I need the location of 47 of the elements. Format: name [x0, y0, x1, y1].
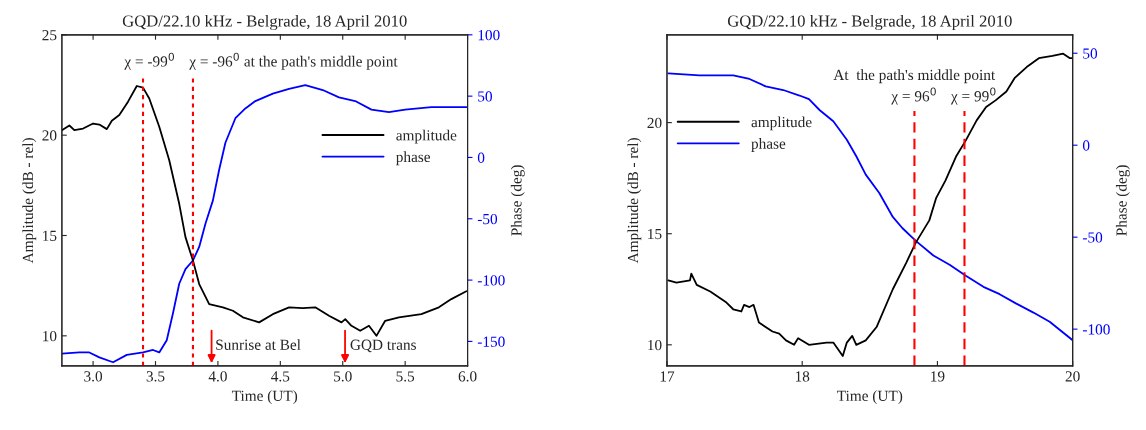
y-tick-label: 15 [648, 228, 662, 240]
x-tick-label: 3.5 [146, 371, 165, 382]
chart-title: GQD/22.10 kHz - Belgrade, 18 April 2010 [727, 14, 1012, 31]
y-tick-label: 20 [42, 130, 57, 141]
x-tick-label: 19 [931, 371, 945, 382]
x-tick-label: 4.0 [208, 371, 227, 382]
chart-title: GQD/22.10 kHz - Belgrade, 18 April 2010 [122, 14, 407, 31]
annotation: At the path's middle point [833, 69, 996, 84]
x-tick-label: 3.0 [84, 371, 103, 382]
x-tick-label: 17 [660, 371, 675, 382]
annotation: χ = 99$^{0}$ [950, 87, 996, 105]
y2-tick-label: 100 [478, 29, 500, 41]
y-tick-label: 10 [43, 330, 57, 342]
y2-tick-label: -100 [477, 275, 505, 286]
y-tick-label: 20 [647, 117, 662, 129]
y2-tick-label: 0 [477, 152, 485, 163]
y-axis-title: Amplitude (dB - rel) [22, 138, 37, 264]
annotation: GQD trans [350, 339, 416, 353]
legend-label: amplitude [751, 116, 812, 131]
x-tick-label: 18 [795, 371, 810, 382]
y2-axis-title: Phase (deg) [1115, 165, 1130, 236]
x-tick-label: 4.5 [271, 371, 290, 382]
x-tick-label: 20 [1065, 371, 1080, 382]
legend-label: amplitude [396, 129, 457, 144]
y2-tick-label: 50 [478, 91, 492, 102]
y2-tick-label: -150 [477, 336, 505, 347]
y2-tick-label: -50 [477, 213, 498, 225]
x-axis-title: Time (UT) [231, 390, 298, 405]
annotation: χ = 96$^{0}$ [891, 87, 936, 105]
y2-tick-label: -100 [1082, 324, 1110, 335]
y2-axis-title: Phase (deg) [510, 165, 525, 236]
y-tick-label: 15 [43, 230, 57, 241]
x-tick-label: 5.0 [334, 371, 352, 382]
y-axis-title: Amplitude (dB - rel) [627, 138, 642, 264]
x-tick-label: 5.5 [396, 371, 415, 382]
x-axis-title: Time (UT) [837, 390, 903, 405]
annotation: χ = -96$^{0}$ at the path's middle point [189, 52, 398, 70]
legend-label: phase [751, 138, 786, 152]
annotation: Sunrise at Bel [216, 339, 301, 350]
annotation: χ = -99$^{0}$ [124, 52, 174, 70]
y2-tick-label: 0 [1082, 140, 1090, 151]
y2-tick-label: 50 [1083, 48, 1098, 59]
y-tick-label: 25 [42, 30, 57, 41]
x-tick-label: 6.0 [458, 371, 477, 382]
y-tick-label: 10 [648, 339, 662, 351]
legend-label: phase [396, 151, 431, 166]
y2-tick-label: -50 [1082, 232, 1103, 243]
